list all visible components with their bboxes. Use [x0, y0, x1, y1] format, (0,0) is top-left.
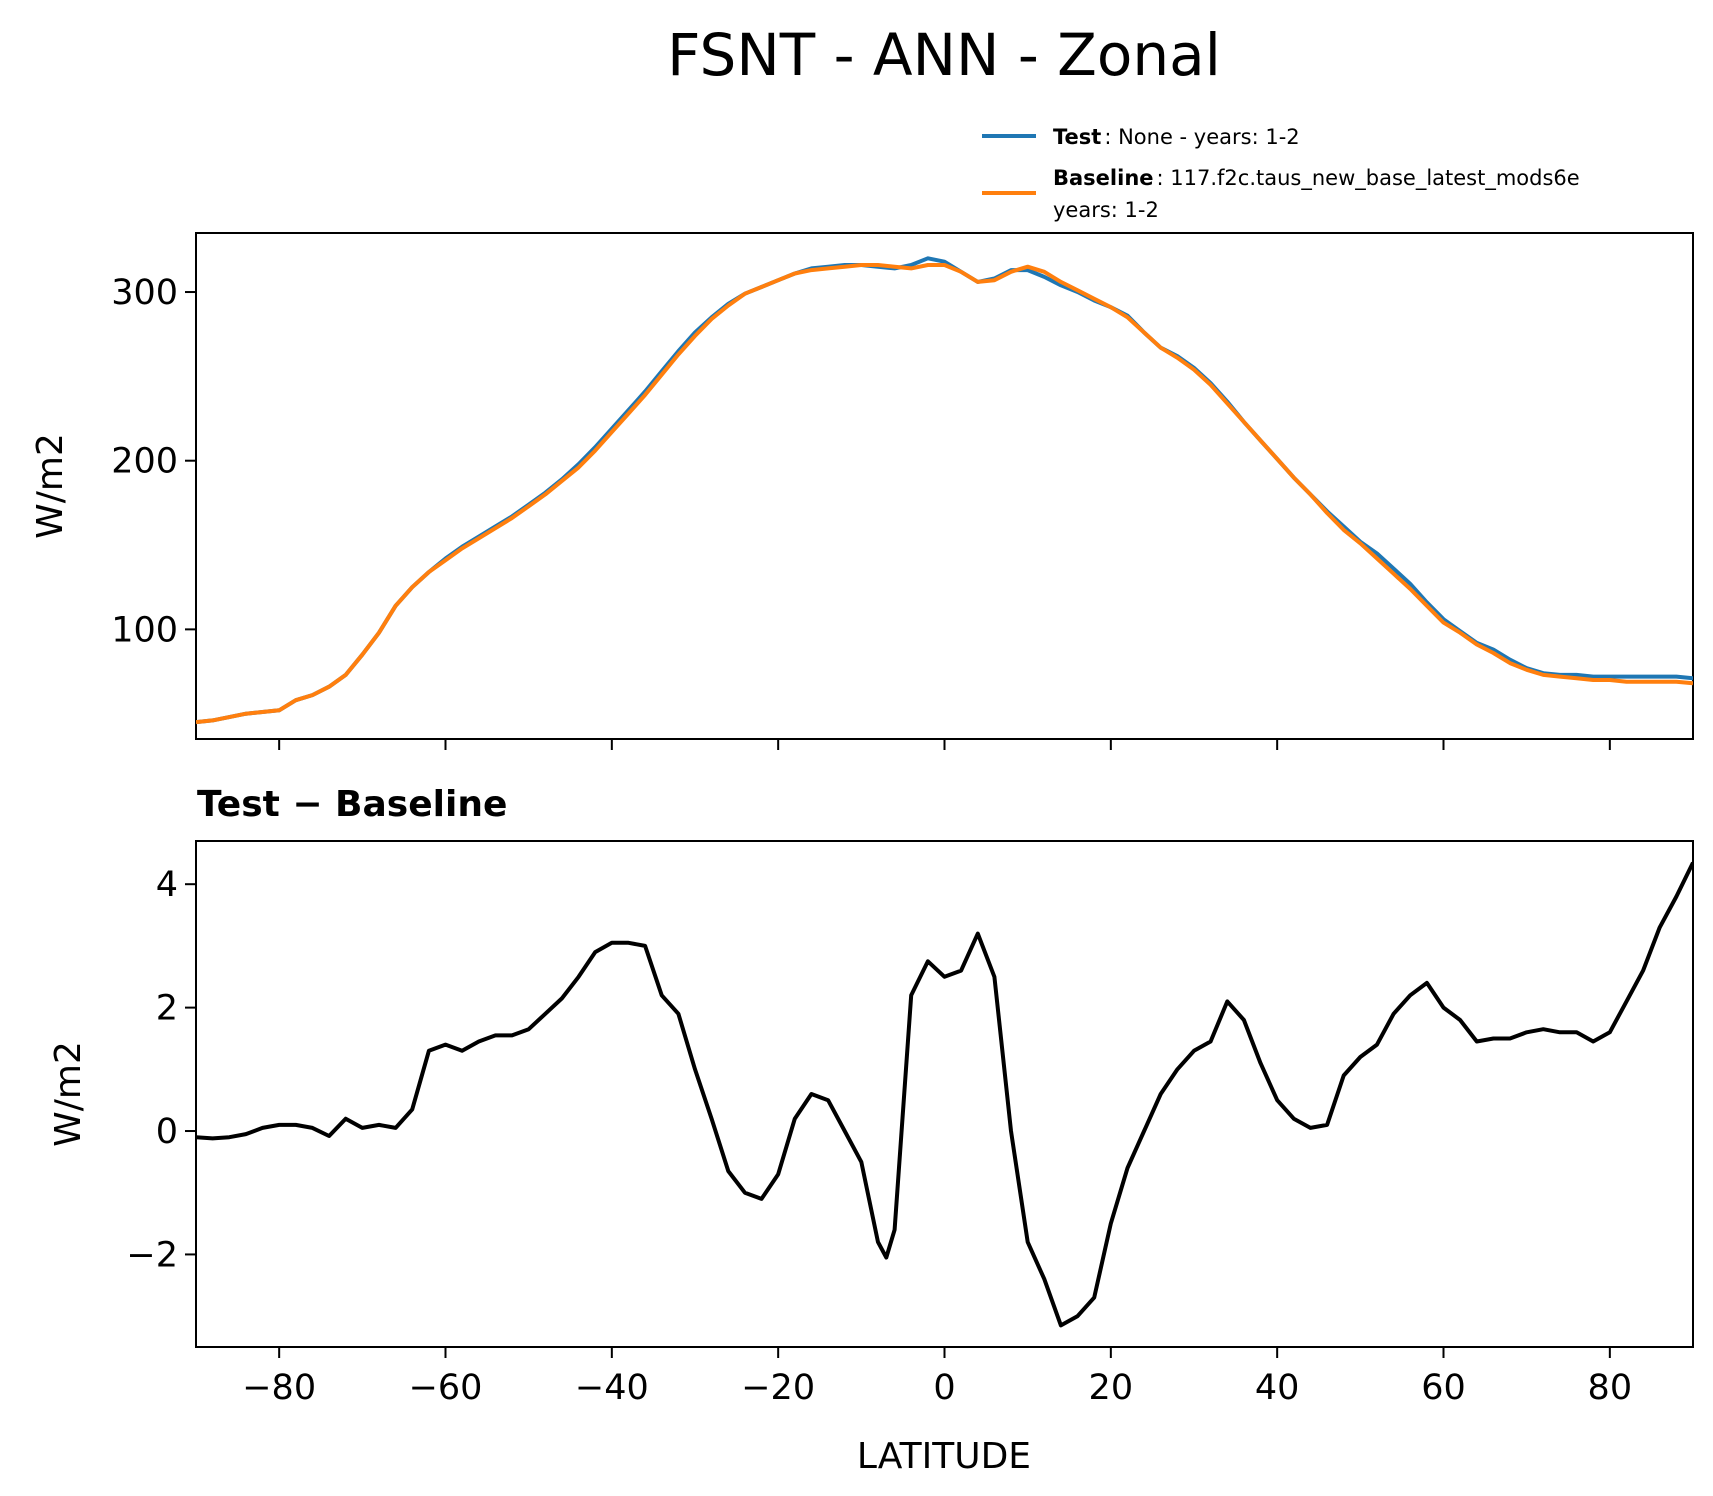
- x-tick-label: 0: [933, 1368, 955, 1408]
- top-y-tick-label: 200: [111, 442, 178, 482]
- x-tick-label: −60: [409, 1368, 483, 1408]
- bottom-panel-frame: [195, 840, 1694, 1348]
- top-y-tick-label: 100: [111, 610, 178, 650]
- baseline-line: [196, 263, 1693, 725]
- legend-baseline-text: : 117.f2c.taus_new_base_latest_mods6e: [1157, 166, 1580, 191]
- bottom-y-tick-label: 0: [156, 1112, 178, 1152]
- test-line: [196, 256, 1693, 725]
- top-panel: 100 200 300 W/m2: [30, 232, 1694, 750]
- x-tick-label: −80: [242, 1368, 316, 1408]
- legend-test-text: : None - years: 1-2: [1104, 125, 1299, 149]
- x-tick-label: −20: [741, 1368, 815, 1408]
- top-panel-frame: [195, 232, 1694, 740]
- legend-test-entry: Test: None - years: 1-2: [1053, 125, 1300, 149]
- top-x-ticks: [278, 739, 1611, 750]
- figure-title: FSNT - ANN - Zonal: [667, 21, 1221, 89]
- top-series: [196, 256, 1693, 725]
- x-tick-label: 40: [1255, 1368, 1300, 1408]
- bottom-y-tick-label: −2: [126, 1235, 178, 1275]
- top-y-axis-label: W/m2: [30, 433, 71, 539]
- bottom-y-ticks: −2 0 2 4: [126, 865, 196, 1275]
- bottom-y-tick-label: 2: [156, 989, 178, 1029]
- bottom-y-axis-label: W/m2: [48, 1041, 89, 1147]
- x-axis-label: LATITUDE: [857, 1436, 1031, 1477]
- x-tick-label: 60: [1421, 1368, 1466, 1408]
- x-tick-label: 80: [1588, 1368, 1633, 1408]
- difference-line: [196, 861, 1693, 1328]
- bottom-x-ticks: −80 −60 −40 −20 0 20 40 60 80: [242, 1347, 1632, 1408]
- bottom-y-tick-label: 4: [156, 865, 178, 905]
- legend: Test: None - years: 1-2 Baseline: 117.f2…: [982, 125, 1580, 222]
- legend-baseline-key: Baseline: [1053, 166, 1154, 190]
- x-tick-label: −40: [575, 1368, 649, 1408]
- bottom-series: [196, 861, 1693, 1328]
- legend-test-key: Test: [1053, 125, 1101, 149]
- top-y-tick-label: 300: [111, 273, 178, 313]
- bottom-panel-title: Test − Baseline: [197, 784, 507, 825]
- legend-baseline-text-line2: years: 1-2: [1053, 198, 1159, 222]
- x-tick-label: 20: [1089, 1368, 1134, 1408]
- top-y-ticks: 100 200 300: [111, 273, 196, 650]
- legend-baseline-entry: Baseline: 117.f2c.taus_new_base_latest_m…: [1053, 166, 1580, 191]
